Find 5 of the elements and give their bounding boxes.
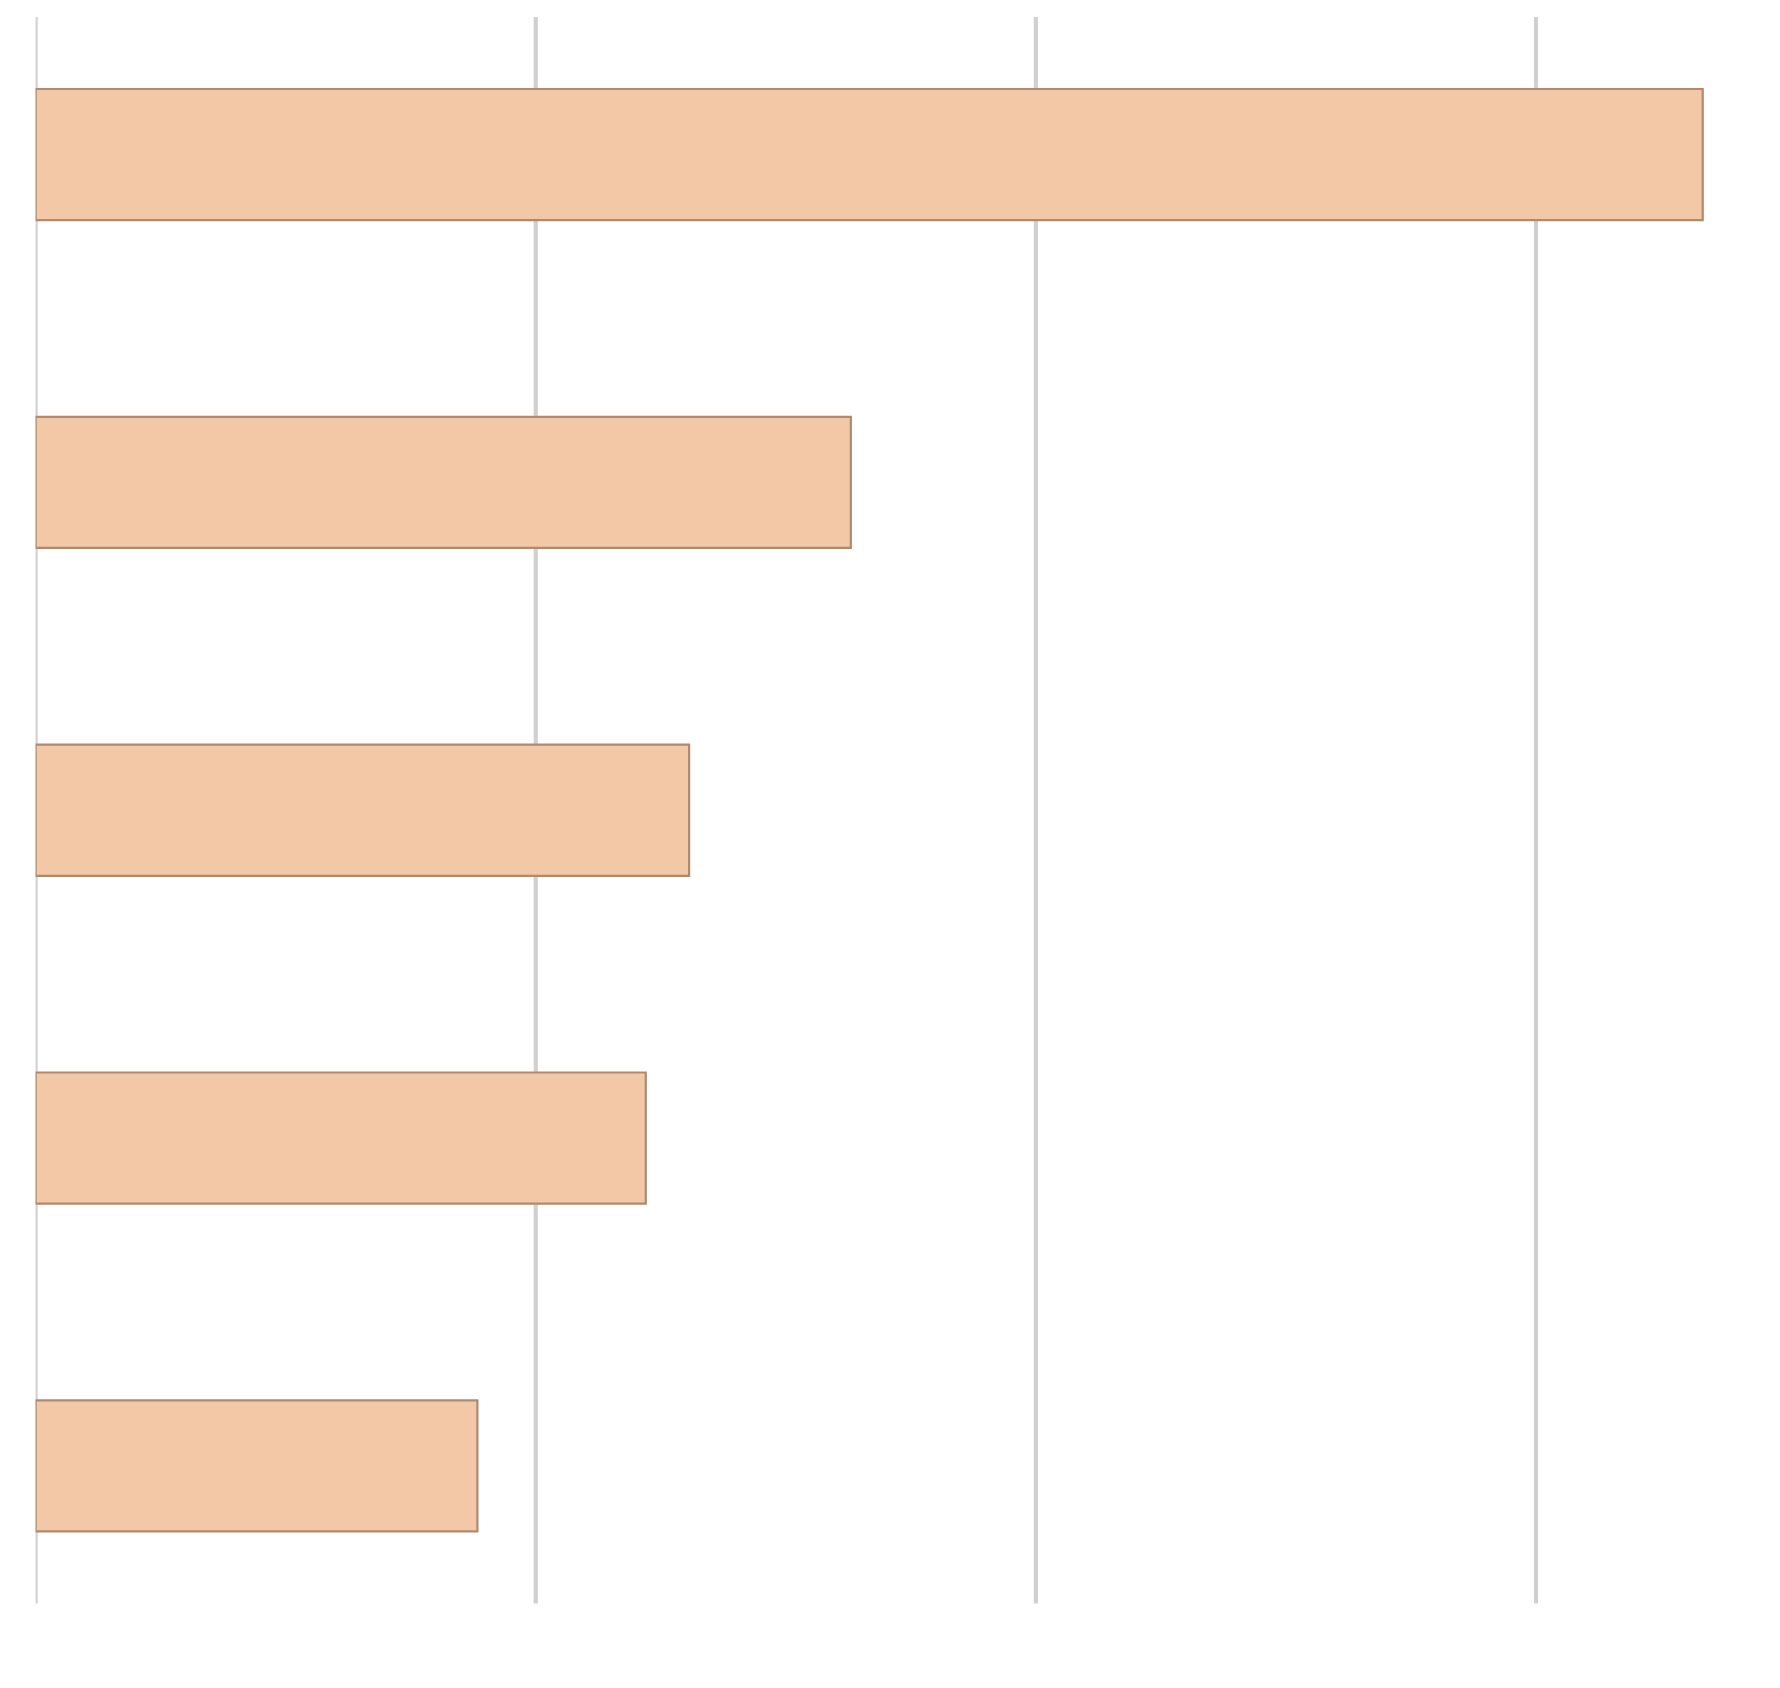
bar bbox=[35, 415, 852, 550]
bar bbox=[35, 1399, 479, 1533]
bar bbox=[35, 87, 1704, 222]
bar bbox=[35, 743, 691, 877]
bar bbox=[35, 1071, 647, 1205]
